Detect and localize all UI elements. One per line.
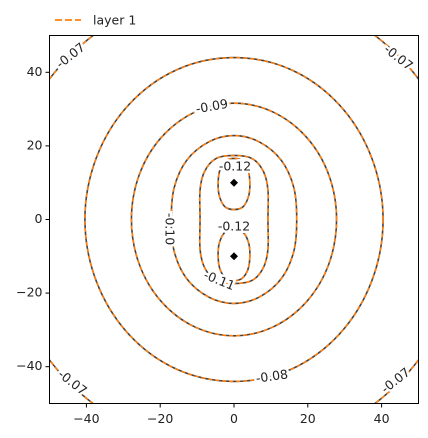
x-tick-label: −40 bbox=[73, 411, 99, 426]
contour-line bbox=[130, 102, 338, 337]
contour-line bbox=[84, 56, 384, 383]
contour-label: -0.11 bbox=[202, 267, 238, 293]
contour-label: -0.07 bbox=[378, 364, 413, 396]
y-tick-label: −20 bbox=[16, 285, 42, 300]
contour-label: -0.07 bbox=[55, 366, 90, 398]
y-tick-label: 0 bbox=[35, 211, 43, 226]
legend-label: layer 1 bbox=[93, 13, 136, 28]
x-tick-label: −20 bbox=[147, 411, 173, 426]
point-marker bbox=[230, 178, 238, 187]
y-tick-label: 20 bbox=[27, 137, 43, 152]
contour-labels: -0.07 -0.07 -0.07 -0.07 -0.08 -0.09 -0.1… bbox=[51, 37, 419, 401]
x-tick-label: 0 bbox=[230, 411, 238, 426]
contour-line bbox=[217, 157, 251, 211]
contour-label: -0.08 bbox=[255, 366, 289, 385]
contour-label: -0.10 bbox=[163, 213, 178, 245]
contour-label: -0.12 bbox=[218, 219, 250, 234]
x-tick-label: 20 bbox=[300, 411, 316, 426]
contour-label: -0.09 bbox=[195, 96, 230, 116]
y-tick-label: 40 bbox=[27, 64, 43, 79]
y-tick-label: −40 bbox=[16, 358, 42, 373]
contour-line bbox=[198, 154, 270, 285]
contour-label: -0.12 bbox=[219, 159, 251, 174]
contour-line bbox=[170, 134, 298, 305]
x-tick-label: 40 bbox=[374, 411, 390, 426]
contour-line bbox=[217, 228, 251, 282]
point-marker bbox=[230, 252, 238, 261]
